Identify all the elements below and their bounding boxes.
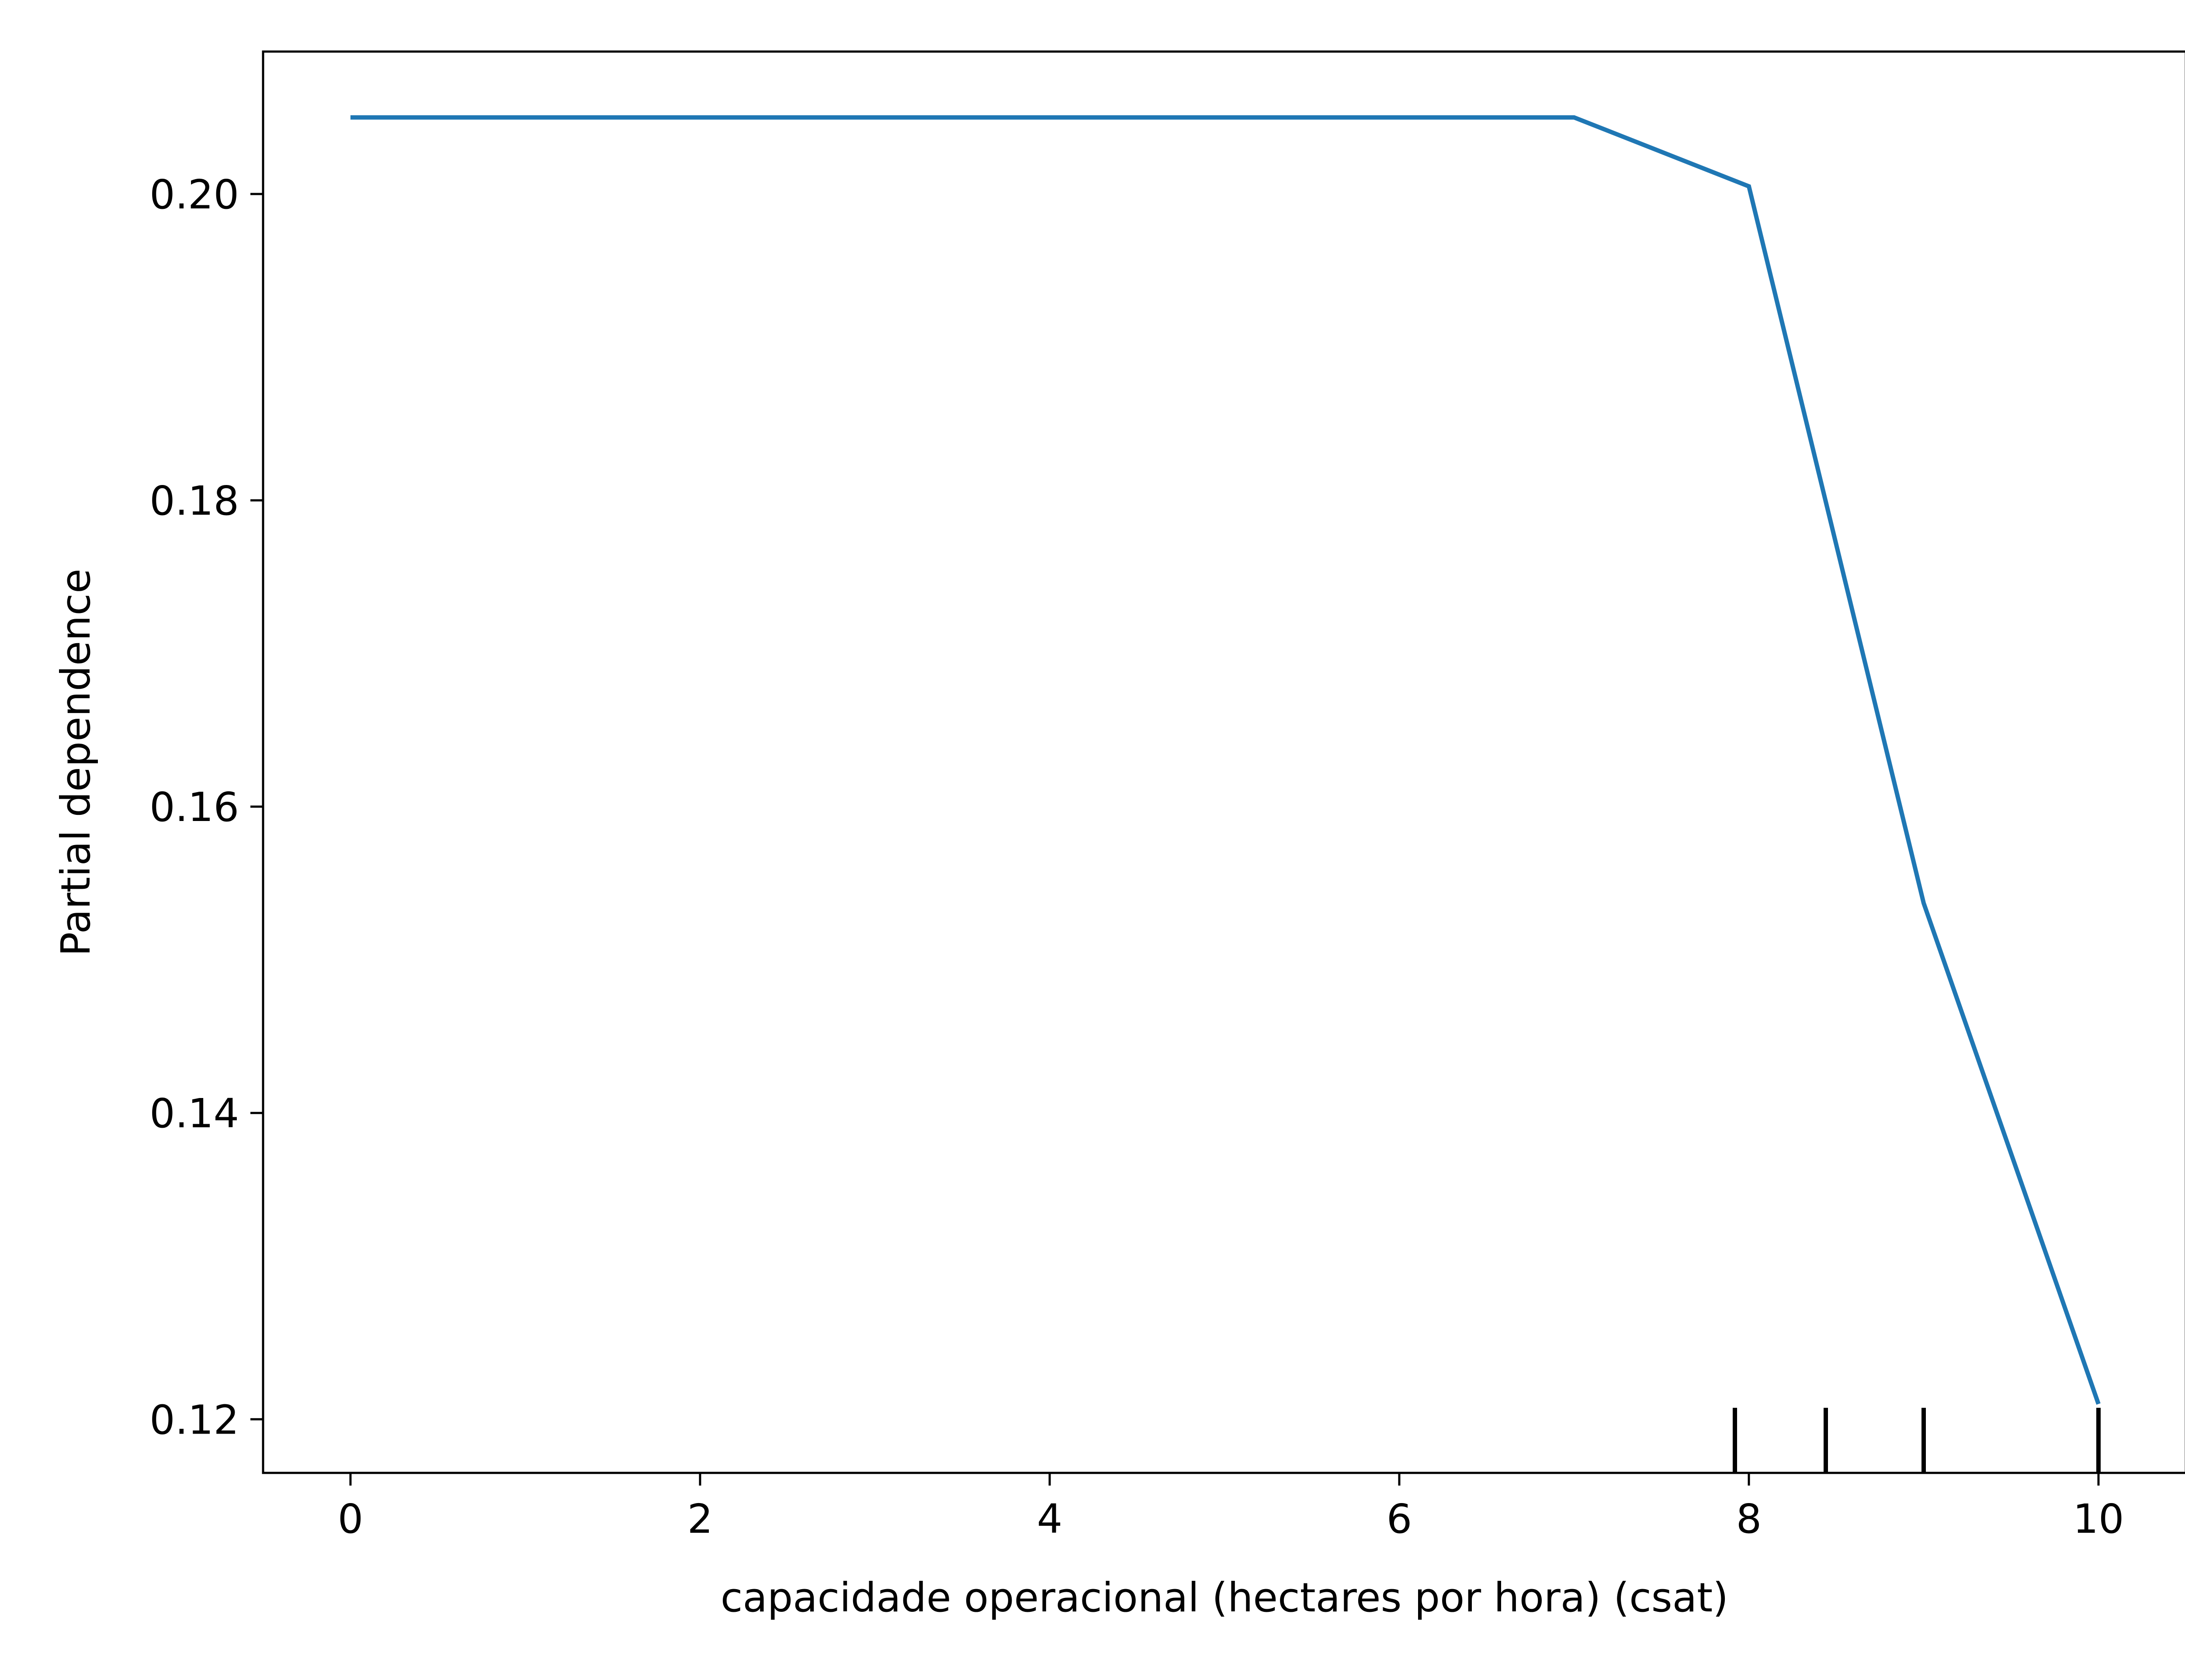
x-tick-label-0: 0 <box>338 1496 364 1542</box>
axes-frame <box>262 50 2185 1474</box>
x-tick-label-1: 2 <box>687 1496 713 1542</box>
y-tick-label-4: 0.20 <box>149 171 239 218</box>
y-axis-label: Partial dependence <box>52 568 99 956</box>
series-line-0 <box>350 115 2101 1405</box>
x-tick-label-2: 4 <box>1037 1496 1063 1542</box>
y-tick-label-3: 0.18 <box>149 478 239 524</box>
y-tick-label-2: 0.16 <box>149 784 239 831</box>
y-tick-label-1: 0.14 <box>149 1090 239 1137</box>
x-tick-label-5: 10 <box>2073 1496 2124 1542</box>
y-tick-label-0: 0.12 <box>149 1396 239 1443</box>
x-axis-label: capacidade operacional (hectares por hor… <box>721 1574 1728 1621</box>
x-tick-label-3: 6 <box>1387 1496 1412 1542</box>
x-tick-label-4: 8 <box>1736 1496 1762 1542</box>
